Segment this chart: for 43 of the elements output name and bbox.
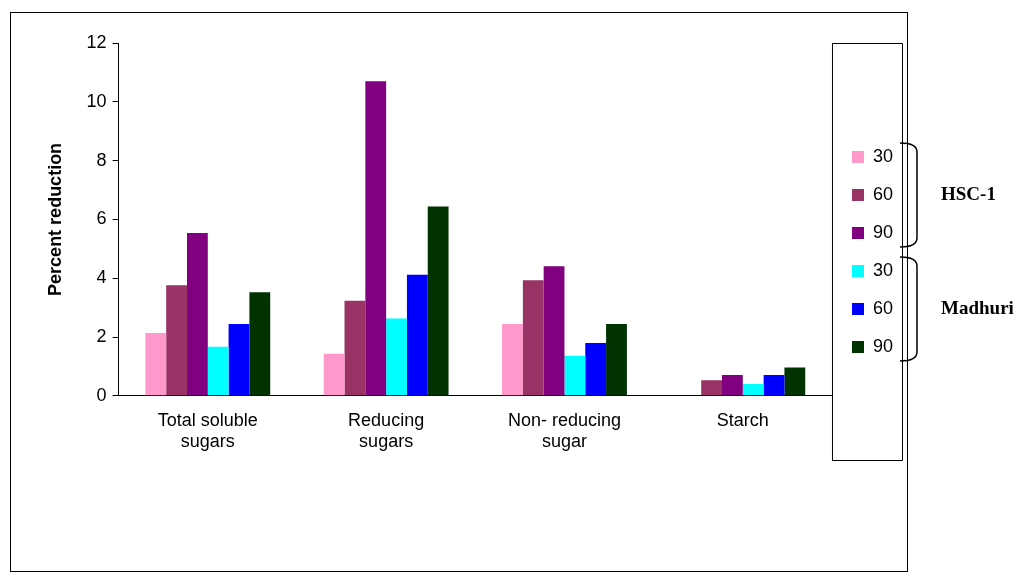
y-tick-label: 12 <box>86 31 107 52</box>
y-tick-label: 6 <box>96 208 107 229</box>
bar <box>166 285 187 396</box>
legend-label: 90 <box>872 221 894 242</box>
legend-label: 60 <box>872 297 894 318</box>
bar <box>186 232 208 396</box>
bar <box>323 353 345 396</box>
bar <box>522 280 544 396</box>
x-tick-label: Reducing sugars <box>348 409 425 452</box>
legend-label: 60 <box>872 183 894 204</box>
bar <box>543 266 565 396</box>
bar <box>564 355 586 396</box>
bar <box>406 274 428 396</box>
bar <box>145 332 167 396</box>
bar <box>585 342 607 396</box>
bar <box>386 318 407 396</box>
text: Madhuri <box>941 297 1014 319</box>
y-tick-label: 4 <box>96 267 107 288</box>
bar <box>784 367 806 396</box>
legend-label: 90 <box>872 335 894 356</box>
bar <box>207 346 229 396</box>
bar <box>701 380 722 396</box>
y-tick-label: 10 <box>86 90 107 111</box>
bar <box>606 324 627 396</box>
bar <box>228 324 250 396</box>
x-tick-label: Non- reducing sugar <box>507 409 621 452</box>
text: HSC-1 <box>941 183 996 205</box>
bar <box>344 300 366 396</box>
legend-label: 30 <box>872 259 894 280</box>
legend-label: 30 <box>872 145 894 166</box>
y-tick-label: 0 <box>96 384 107 405</box>
bar <box>365 81 387 396</box>
bar <box>249 292 271 396</box>
y-tick-label: 2 <box>96 325 107 346</box>
x-tick-label: Total soluble sugars <box>157 409 258 452</box>
y-tick-label: 8 <box>96 149 107 170</box>
y-axis-title: Percent reduction <box>44 142 65 296</box>
bar <box>722 374 743 396</box>
bar <box>742 384 764 396</box>
bar <box>502 324 523 396</box>
x-tick-label: Starch <box>716 409 769 430</box>
bar <box>427 206 449 396</box>
bar <box>763 374 785 396</box>
